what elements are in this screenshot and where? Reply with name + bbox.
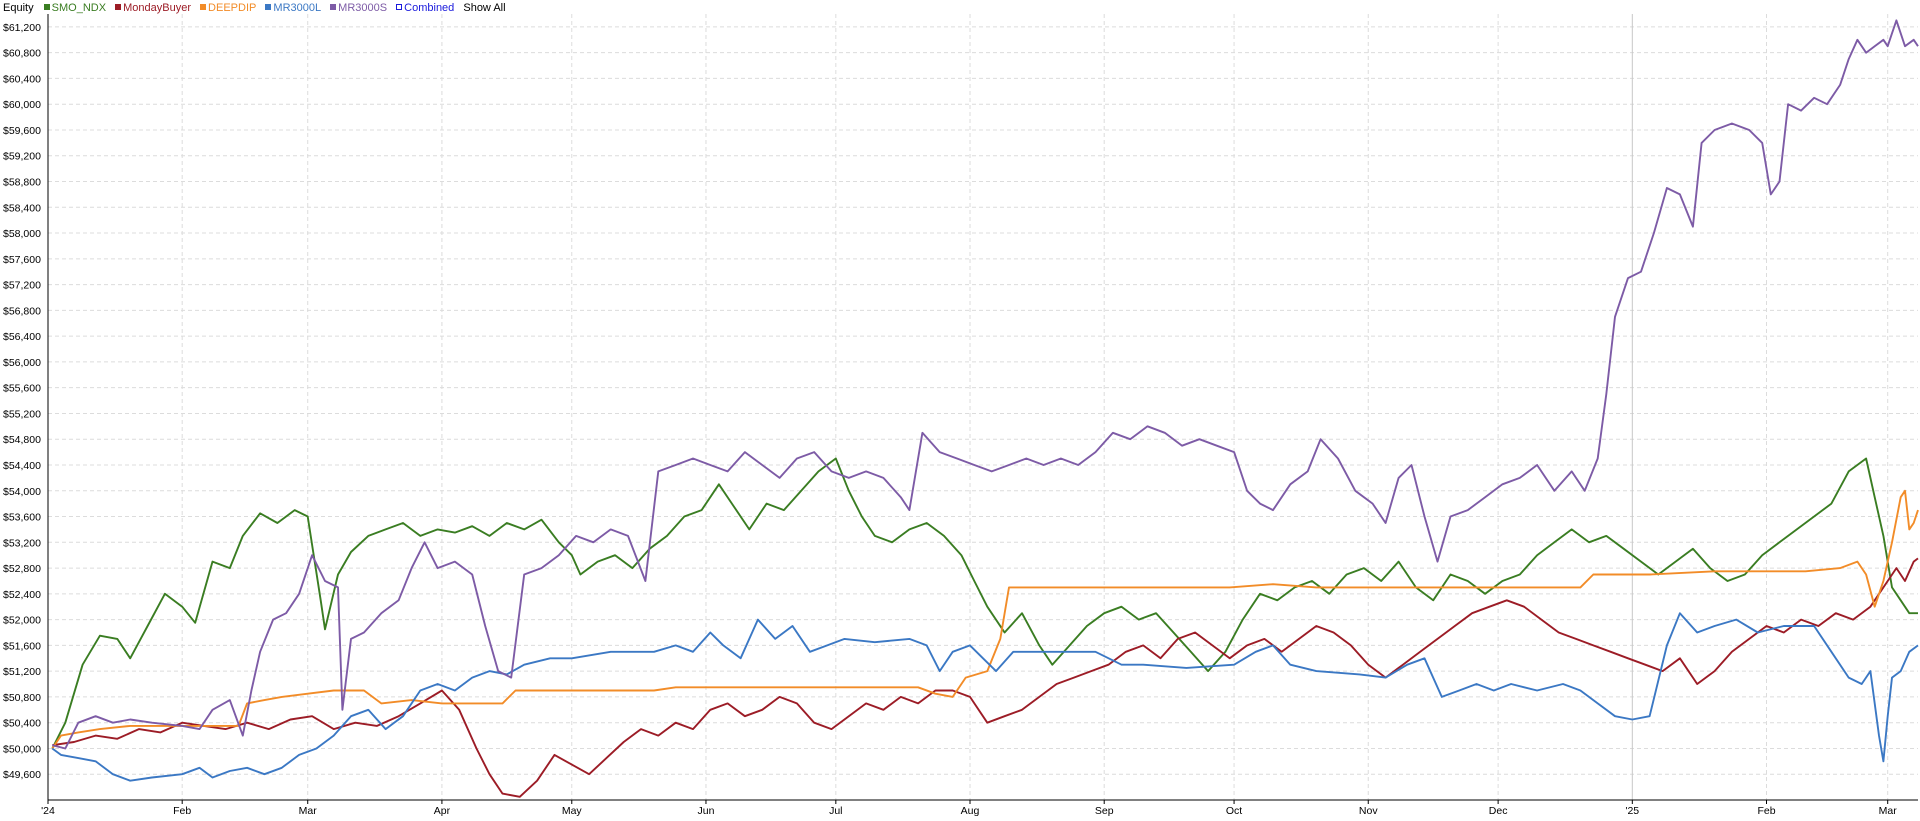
series-line-mr3000l — [51, 612, 1919, 782]
legend-item-deepdip[interactable]: DEEPDIP — [200, 2, 256, 14]
legend-item-mondaybuyer[interactable]: MondayBuyer — [115, 2, 191, 14]
x-tick-label: May — [562, 805, 583, 817]
y-tick-label: $58,400 — [3, 202, 41, 214]
series-line-deepdip — [51, 489, 1919, 750]
legend-item-smo-ndx[interactable]: SMO_NDX — [43, 2, 106, 14]
y-tick-label: $57,600 — [3, 254, 41, 266]
y-tick-label: $58,000 — [3, 228, 41, 240]
legend-title: Equity — [3, 2, 34, 14]
y-tick-label: $55,600 — [3, 383, 41, 395]
x-tick-label: Sep — [1095, 805, 1114, 817]
x-tick-label: Oct — [1226, 805, 1242, 817]
y-tick-label: $54,000 — [3, 486, 41, 498]
x-tick-label: Mar — [1879, 805, 1898, 817]
legend-swatch-outline-icon — [396, 4, 403, 10]
x-tick-label: '25 — [1625, 805, 1639, 817]
series-lines — [51, 19, 1919, 798]
legend-swatch-icon — [265, 4, 272, 10]
y-tick-label: $56,800 — [3, 305, 41, 317]
y-tick-label: $49,600 — [3, 769, 41, 781]
x-tick-label: Dec — [1489, 805, 1508, 817]
y-tick-label: $56,000 — [3, 357, 41, 369]
x-tick-label: Feb — [1757, 805, 1775, 817]
show-all-button[interactable]: Show All — [463, 2, 506, 14]
legend-item-mr3000l[interactable]: MR3000L — [265, 2, 321, 14]
series-line-mondaybuyer — [52, 557, 1919, 798]
y-tick-label: $60,000 — [3, 99, 41, 111]
y-tick-label: $59,600 — [3, 125, 41, 137]
x-tick-label: Apr — [434, 805, 451, 817]
legend-item-mr3000s[interactable]: MR3000S — [330, 2, 387, 14]
legend-swatch-icon — [43, 4, 50, 10]
y-tick-label: $54,800 — [3, 434, 41, 446]
series-line-smo-ndx — [51, 457, 1918, 749]
x-tick-label: Aug — [961, 805, 980, 817]
y-tick-label: $57,200 — [3, 280, 41, 292]
y-tick-label: $50,800 — [3, 692, 41, 704]
legend-swatch-icon — [200, 4, 207, 10]
x-tick-label: Nov — [1359, 805, 1378, 817]
y-tick-label: $59,200 — [3, 151, 41, 163]
y-tick-label: $51,600 — [3, 640, 41, 652]
y-tick-label: $53,600 — [3, 512, 41, 524]
series-line-mr3000s — [52, 19, 1919, 750]
x-tick-label: Feb — [173, 805, 191, 817]
axes: $49,600 $50,000 $50,400 $50,800 $51,200 $51,6… — [3, 14, 1918, 817]
legend-swatch-icon — [115, 4, 122, 10]
x-tick-label: '24 — [41, 805, 55, 817]
y-tick-label: $52,800 — [3, 563, 41, 575]
y-tick-label: $55,200 — [3, 408, 41, 420]
y-tick-label: $60,400 — [3, 73, 41, 85]
y-tick-label: $51,200 — [3, 666, 41, 678]
x-tick-label: Jun — [697, 805, 714, 817]
x-tick-label: Jul — [829, 805, 842, 817]
y-tick-label: $53,200 — [3, 537, 41, 549]
x-tick-label: Mar — [299, 805, 318, 817]
legend-item-combined[interactable]: Combined — [396, 2, 454, 14]
y-tick-label: $52,400 — [3, 589, 41, 601]
y-tick-label: $61,200 — [3, 22, 41, 34]
legend: Equity SMO_NDX MondayBuyer DEEPDIP MR300… — [3, 1, 506, 15]
y-tick-label: $56,400 — [3, 331, 41, 343]
y-tick-label: $50,400 — [3, 718, 41, 730]
y-tick-label: $58,800 — [3, 177, 41, 189]
y-tick-label: $60,800 — [3, 48, 41, 60]
grid — [47, 14, 1918, 800]
y-tick-label: $54,400 — [3, 460, 41, 472]
y-tick-label: $50,000 — [3, 743, 41, 755]
legend-swatch-icon — [330, 4, 337, 10]
y-tick-label: $52,000 — [3, 615, 41, 627]
